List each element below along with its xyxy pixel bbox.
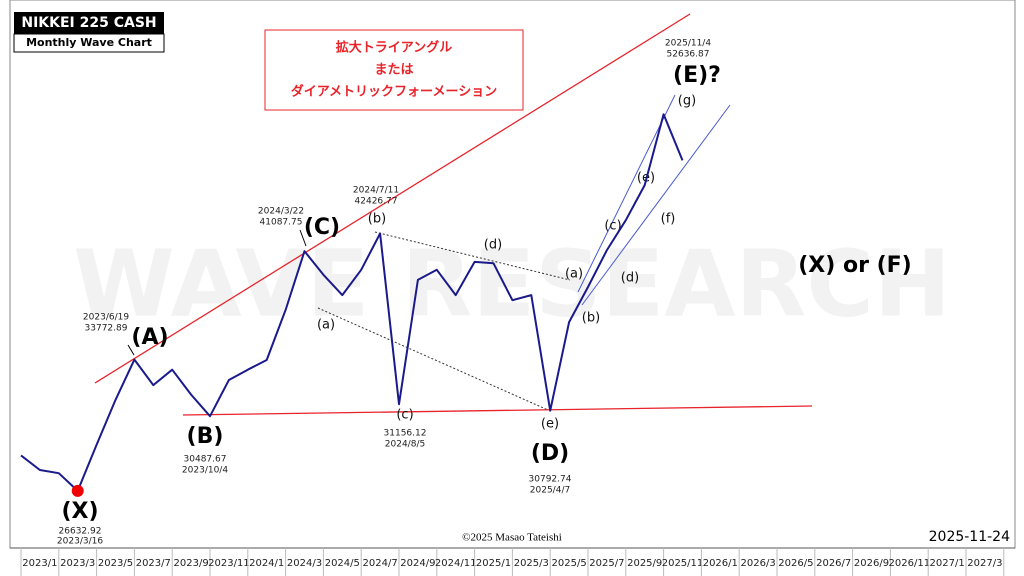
date-label: 2025/11/4 [665, 39, 711, 49]
note-box [264, 29, 524, 111]
x-tick-label: 2023/9 [174, 558, 209, 569]
dotted-line [317, 307, 549, 411]
x-tick-label: 2026/11 [889, 558, 931, 569]
wave-label: (X) or (F) [798, 253, 912, 278]
chart-date: 2025-11-24 [929, 529, 1010, 545]
x-tick-label: 2025/1 [476, 558, 511, 569]
wave-label: (A) [131, 325, 168, 350]
x-tick-label: 2026/1 [703, 558, 738, 569]
x-tick-label: 2023/3 [60, 558, 95, 569]
x-tick-label: 2026/5 [778, 558, 813, 569]
date-label: 2025/4/7 [530, 486, 570, 496]
sub-wave-label: (g) [678, 94, 696, 109]
x-tick-label: 2024/11 [435, 558, 477, 569]
x-tick-label: 2027/3 [967, 558, 1002, 569]
pointer [127, 344, 135, 356]
sub-wave-label: (a) [565, 267, 583, 282]
lower-trendline [182, 405, 813, 416]
x-tick-label: 2025/7 [589, 558, 624, 569]
x-tick-label: 2026/3 [741, 558, 776, 569]
sub-wave-label: (e) [541, 417, 559, 432]
sub-wave-label: (c) [604, 219, 621, 234]
title-box [14, 12, 164, 34]
x-tick-label: 2023/5 [98, 558, 133, 569]
sub-wave-label: (b) [368, 212, 386, 227]
sub-wave-label: (b) [582, 311, 600, 326]
subtitle-box [13, 33, 165, 53]
low-marker [71, 484, 84, 497]
date-label: 2023/3/16 [57, 537, 103, 547]
x-tick-label: 2026/7 [816, 558, 851, 569]
x-tick-label: 2023/7 [136, 558, 171, 569]
wave-label: (X) [61, 499, 98, 524]
sub-wave-label: (d) [621, 271, 639, 286]
dotted-line [374, 231, 571, 281]
x-tick-label: 2023/11 [208, 558, 250, 569]
price-label: 42426.77 [355, 197, 398, 207]
x-tick-label: 2024/7 [363, 558, 398, 569]
channel-line [577, 94, 676, 293]
x-tick-label: 2025/3 [514, 558, 549, 569]
note-line: 拡大トライアングル [336, 40, 452, 56]
price-label: 30792.74 [529, 475, 572, 485]
x-tick-label: 2024/5 [325, 558, 360, 569]
x-tick-label: 2025/11 [662, 558, 704, 569]
upper-trendline [94, 13, 691, 384]
wave-label: (D) [531, 441, 569, 466]
copyright: ©2025 Masao Tateishi [462, 532, 562, 544]
channel-line [581, 104, 731, 306]
price-label: 31156.12 [384, 429, 427, 439]
wave-label: (E)? [673, 63, 721, 88]
sub-wave-label: (d) [484, 238, 502, 253]
x-tick-label: 2024/3 [287, 558, 322, 569]
price-label: 26632.92 [59, 527, 102, 537]
sub-wave-label: (f) [661, 212, 676, 227]
x-tick-label: 2027/1 [930, 558, 965, 569]
chart-title: NIKKEI 225 CASH [21, 15, 156, 31]
watermark: WAVE RESEARCH [73, 230, 951, 337]
x-tick-label: 2026/9 [854, 558, 889, 569]
x-tick-label: 2025/5 [552, 558, 587, 569]
price-label: 52636.87 [667, 50, 710, 60]
sub-wave-label: (c) [396, 408, 413, 423]
sub-wave-label: (a) [317, 318, 335, 333]
x-tick-label: 2024/1 [249, 558, 284, 569]
price-label: 33772.89 [85, 324, 128, 334]
x-tick-label: 2023/1 [22, 558, 57, 569]
x-tick-label: 2024/9 [400, 558, 435, 569]
pointer [299, 229, 307, 247]
note-line: ダイアメトリックフォーメーション [291, 84, 498, 100]
price-label: 30487.67 [184, 455, 227, 465]
date-label: 2024/7/11 [353, 186, 399, 196]
price-line [20, 113, 684, 492]
chart-subtitle: Monthly Wave Chart [26, 36, 152, 49]
note-line: または [374, 63, 413, 78]
date-label: 2024/3/22 [258, 207, 304, 217]
x-tick-label: 2025/9 [627, 558, 662, 569]
date-label: 2023/10/4 [182, 466, 228, 476]
date-label: 2023/6/19 [83, 313, 129, 323]
wave-label: (B) [187, 424, 224, 449]
price-label: 41087.75 [260, 218, 303, 228]
wave-label: (C) [304, 215, 340, 240]
date-label: 2024/8/5 [385, 440, 425, 450]
